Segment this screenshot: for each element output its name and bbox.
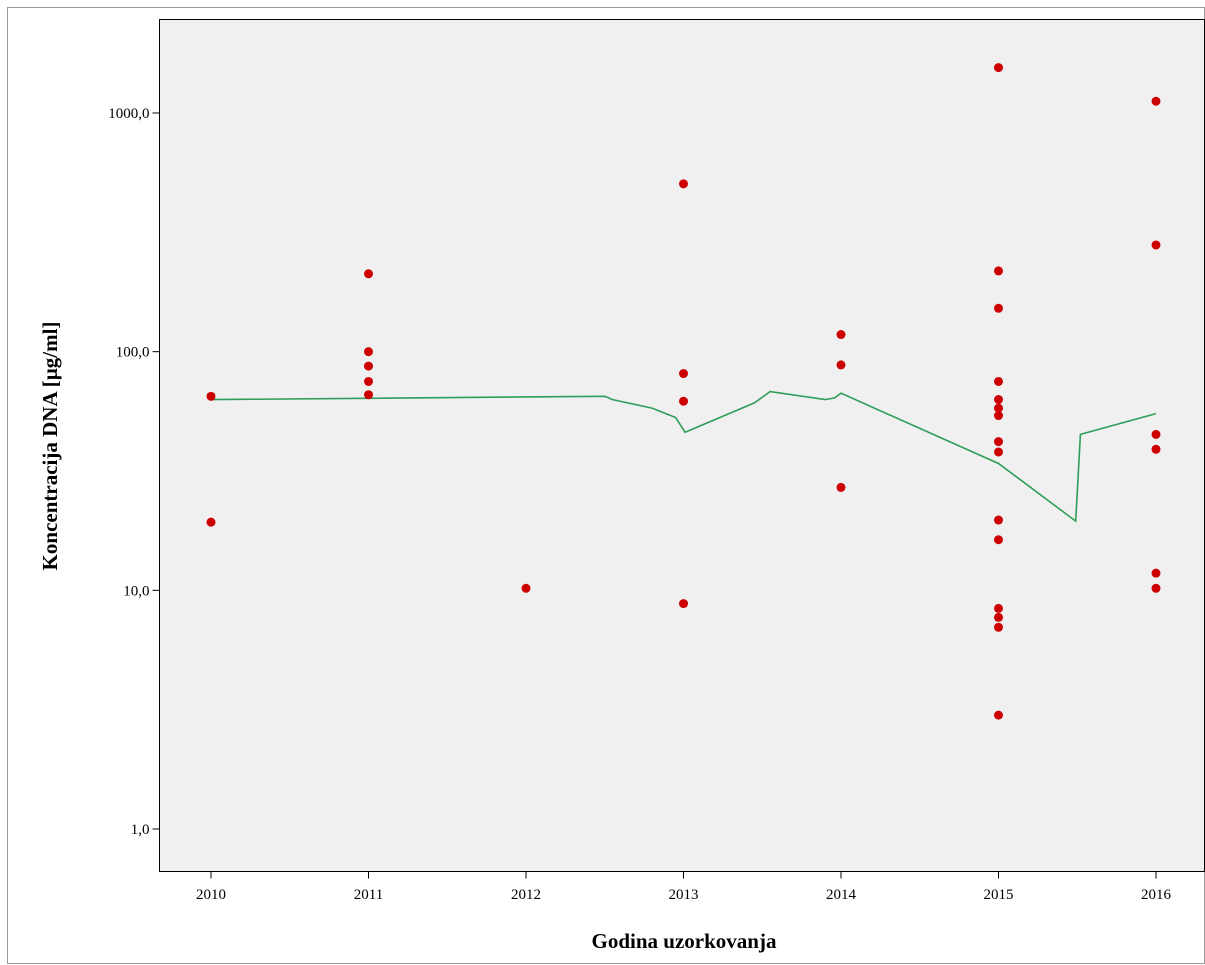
data-point-29: [994, 710, 1003, 720]
data-point-10: [679, 396, 688, 406]
x-axis: 2010 2011 2012 2013 2014 2015 2016: [196, 871, 1172, 903]
data-point-3: [364, 347, 373, 357]
y-axis: 1,0 10,0 100,0 1000,0: [108, 106, 160, 838]
x-axis-title: Godina uzorkovanja: [592, 929, 777, 953]
data-point-32: [1151, 429, 1161, 439]
data-point-35: [1151, 583, 1161, 593]
points-layer: [206, 63, 1161, 720]
x-tick-label-2014: 2014: [826, 887, 857, 903]
data-point-2: [364, 269, 373, 279]
data-point-33: [1151, 444, 1161, 454]
y-axis-title: Koncentracija DNA [µg/ml]: [38, 322, 62, 571]
y-tick-label-3: 1000,0: [108, 106, 149, 122]
data-point-27: [994, 612, 1003, 622]
data-point-5: [364, 376, 373, 386]
plot-area: [159, 19, 1205, 872]
data-point-34: [1151, 568, 1161, 578]
data-point-17: [994, 303, 1003, 313]
data-point-9: [679, 369, 688, 379]
data-point-21: [994, 411, 1003, 421]
y-tick-label-0: 1,0: [131, 822, 150, 838]
data-point-15: [994, 63, 1003, 73]
x-tick-label-2013: 2013: [669, 887, 699, 903]
data-point-25: [994, 535, 1003, 545]
data-point-4: [364, 361, 373, 371]
fit-line: [210, 390, 1157, 523]
data-point-26: [994, 603, 1003, 613]
data-point-23: [994, 447, 1003, 457]
data-point-13: [836, 360, 846, 370]
x-tick-label-2012: 2012: [511, 887, 541, 903]
data-point-31: [1151, 240, 1161, 250]
data-point-20: [994, 403, 1003, 413]
data-point-19: [994, 395, 1003, 405]
data-point-7: [521, 583, 531, 593]
data-point-6: [364, 390, 373, 400]
x-tick-label-2016: 2016: [1141, 887, 1172, 903]
fit-line-layer: [210, 390, 1157, 523]
data-point-18: [994, 376, 1003, 386]
data-point-28: [994, 622, 1003, 632]
y-tick-label-1: 10,0: [123, 583, 149, 599]
data-point-0: [206, 391, 216, 401]
data-point-1: [206, 517, 216, 527]
data-point-11: [679, 599, 688, 609]
x-tick-label-2010: 2010: [196, 887, 226, 903]
data-point-8: [679, 179, 688, 189]
data-point-14: [836, 482, 846, 492]
data-point-30: [1151, 96, 1161, 106]
x-tick-label-2011: 2011: [354, 887, 383, 903]
data-point-16: [994, 266, 1003, 276]
y-tick-label-2: 100,0: [116, 345, 150, 361]
data-point-22: [994, 437, 1003, 447]
data-point-12: [836, 330, 846, 340]
data-point-24: [994, 515, 1003, 525]
x-tick-label-2015: 2015: [984, 887, 1014, 903]
